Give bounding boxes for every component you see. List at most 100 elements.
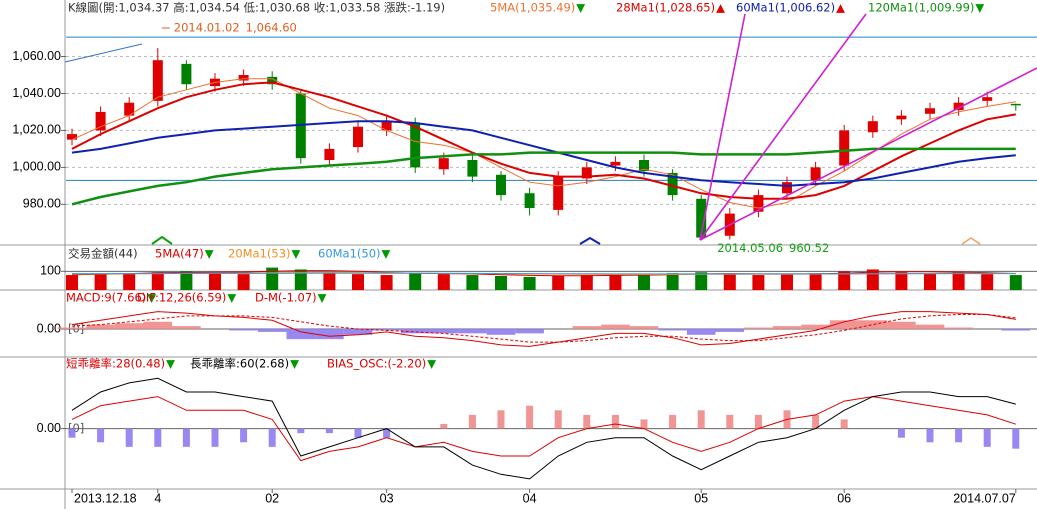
volume-bar	[838, 271, 851, 290]
candle-body	[438, 158, 449, 170]
oscillator-bar	[812, 414, 820, 429]
series-line	[71, 396, 1016, 462]
candle-body	[524, 193, 535, 209]
oscillator-bar	[915, 324, 945, 329]
volume-bar	[609, 274, 622, 290]
oscillator-bar	[897, 428, 905, 438]
oscillator-bar	[715, 329, 745, 332]
candle-body	[696, 198, 707, 238]
candle-body	[553, 176, 564, 210]
volume-bar	[723, 274, 736, 290]
oscillator-bar	[840, 419, 848, 429]
oscillator-bar	[829, 320, 859, 329]
x-tick-label: 05	[694, 491, 708, 505]
oscillator-bar	[286, 329, 316, 340]
oscillator-bar	[1001, 329, 1031, 331]
candle-body	[152, 60, 163, 101]
oscillator-bar	[486, 329, 516, 335]
markers	[151, 235, 981, 245]
legend-arrow: ▼	[205, 247, 214, 261]
candle-body	[67, 134, 77, 140]
candle-body	[810, 167, 821, 181]
volume-bar	[781, 274, 793, 290]
oscillator-bar	[772, 326, 802, 329]
candle-body	[953, 102, 964, 111]
volume-bar	[552, 276, 565, 290]
candle-body	[839, 130, 850, 166]
candle-body	[467, 159, 478, 177]
oscillator-bar	[754, 414, 762, 429]
oscillator-bar	[515, 329, 544, 334]
series-line	[71, 81, 1016, 200]
volume-bar	[237, 274, 250, 290]
oscillator-bar	[229, 329, 258, 331]
oscillator-bar	[1012, 428, 1020, 449]
candle-body	[267, 76, 278, 85]
x-tick-label: 2013.12.18	[74, 491, 137, 505]
candle-body	[610, 161, 621, 166]
oscillator-bar	[686, 329, 716, 335]
oscillator-bar	[601, 324, 630, 329]
oscillator-bar	[744, 327, 773, 329]
oscillator-bar	[114, 323, 144, 329]
y-tick-label: 1,020.00	[12, 123, 61, 137]
legend-arrow: ▼	[427, 357, 436, 371]
legend-arrow: ▼	[318, 291, 327, 305]
legend-entry: 短乖離率:28(0.48)	[66, 357, 165, 371]
oscillator-bar	[583, 414, 591, 429]
plot-layer: 980.00 1,000.00 1,020.00 1,040.00 1,060.00 K線…	[12, 1, 1037, 505]
y-tick-label: 1,040.00	[12, 86, 61, 100]
annotation-value: 1,064.60	[246, 21, 297, 35]
fan-line	[699, 13, 746, 241]
oscillator-bar	[182, 428, 190, 447]
series-line	[71, 270, 1016, 277]
oscillator-bar	[143, 321, 173, 329]
volume-bar	[638, 275, 650, 290]
legend-entry: D-M(-1.07)	[255, 291, 317, 305]
volume-bar	[809, 273, 822, 290]
annotation-value: 960.52	[789, 241, 829, 255]
oscillator-bar	[211, 428, 219, 447]
oscillator-bar	[526, 405, 534, 429]
volume-bar	[695, 272, 708, 290]
oscillator-bar	[325, 428, 333, 434]
legend-arrow: ▲	[836, 1, 845, 15]
legend-entry: 60Ma1(1,006.62)	[736, 1, 835, 15]
volume-bar	[380, 275, 393, 290]
legend-arrow: ▼	[382, 247, 391, 261]
candle-body	[353, 126, 363, 148]
oscillator-bar	[554, 410, 562, 429]
legend-arrow: ▼	[576, 1, 585, 15]
series-line	[71, 78, 1016, 209]
legend-arrow: ▼	[227, 291, 236, 305]
oscillator-bar	[372, 329, 401, 331]
trend-lines	[64, 13, 1037, 241]
y-tick-label: 980.00	[23, 197, 61, 211]
volume-bar	[924, 273, 936, 290]
oscillator-bar	[611, 414, 619, 429]
legend-arrow: ▼	[292, 247, 301, 261]
oscillator-bar	[97, 428, 105, 443]
candle-body	[238, 74, 249, 81]
oscillator-bar	[955, 428, 963, 443]
series-line	[71, 314, 1016, 343]
oscillator-bar	[383, 428, 391, 438]
x-tick-label: 06	[837, 491, 851, 505]
oscillator-bar	[726, 414, 734, 429]
volume-bar	[66, 275, 78, 290]
oscillator-bar	[57, 327, 87, 329]
legend-entry: 120Ma1(1,009.99)	[868, 1, 974, 15]
oscillator-bar	[926, 428, 934, 443]
volume-bar	[409, 273, 422, 290]
volume-bar	[981, 274, 994, 290]
oscillator-bar	[858, 320, 888, 329]
candle-body	[496, 174, 506, 196]
legend-arrow: ▼	[290, 357, 299, 371]
oscillator-bar	[887, 321, 916, 329]
annotation-date: 2014.05.06	[717, 241, 783, 255]
y-tick-label: 0.00	[37, 321, 61, 335]
volume-bar	[180, 271, 193, 290]
legend-entry: MACD:9(7.66)	[66, 291, 146, 305]
